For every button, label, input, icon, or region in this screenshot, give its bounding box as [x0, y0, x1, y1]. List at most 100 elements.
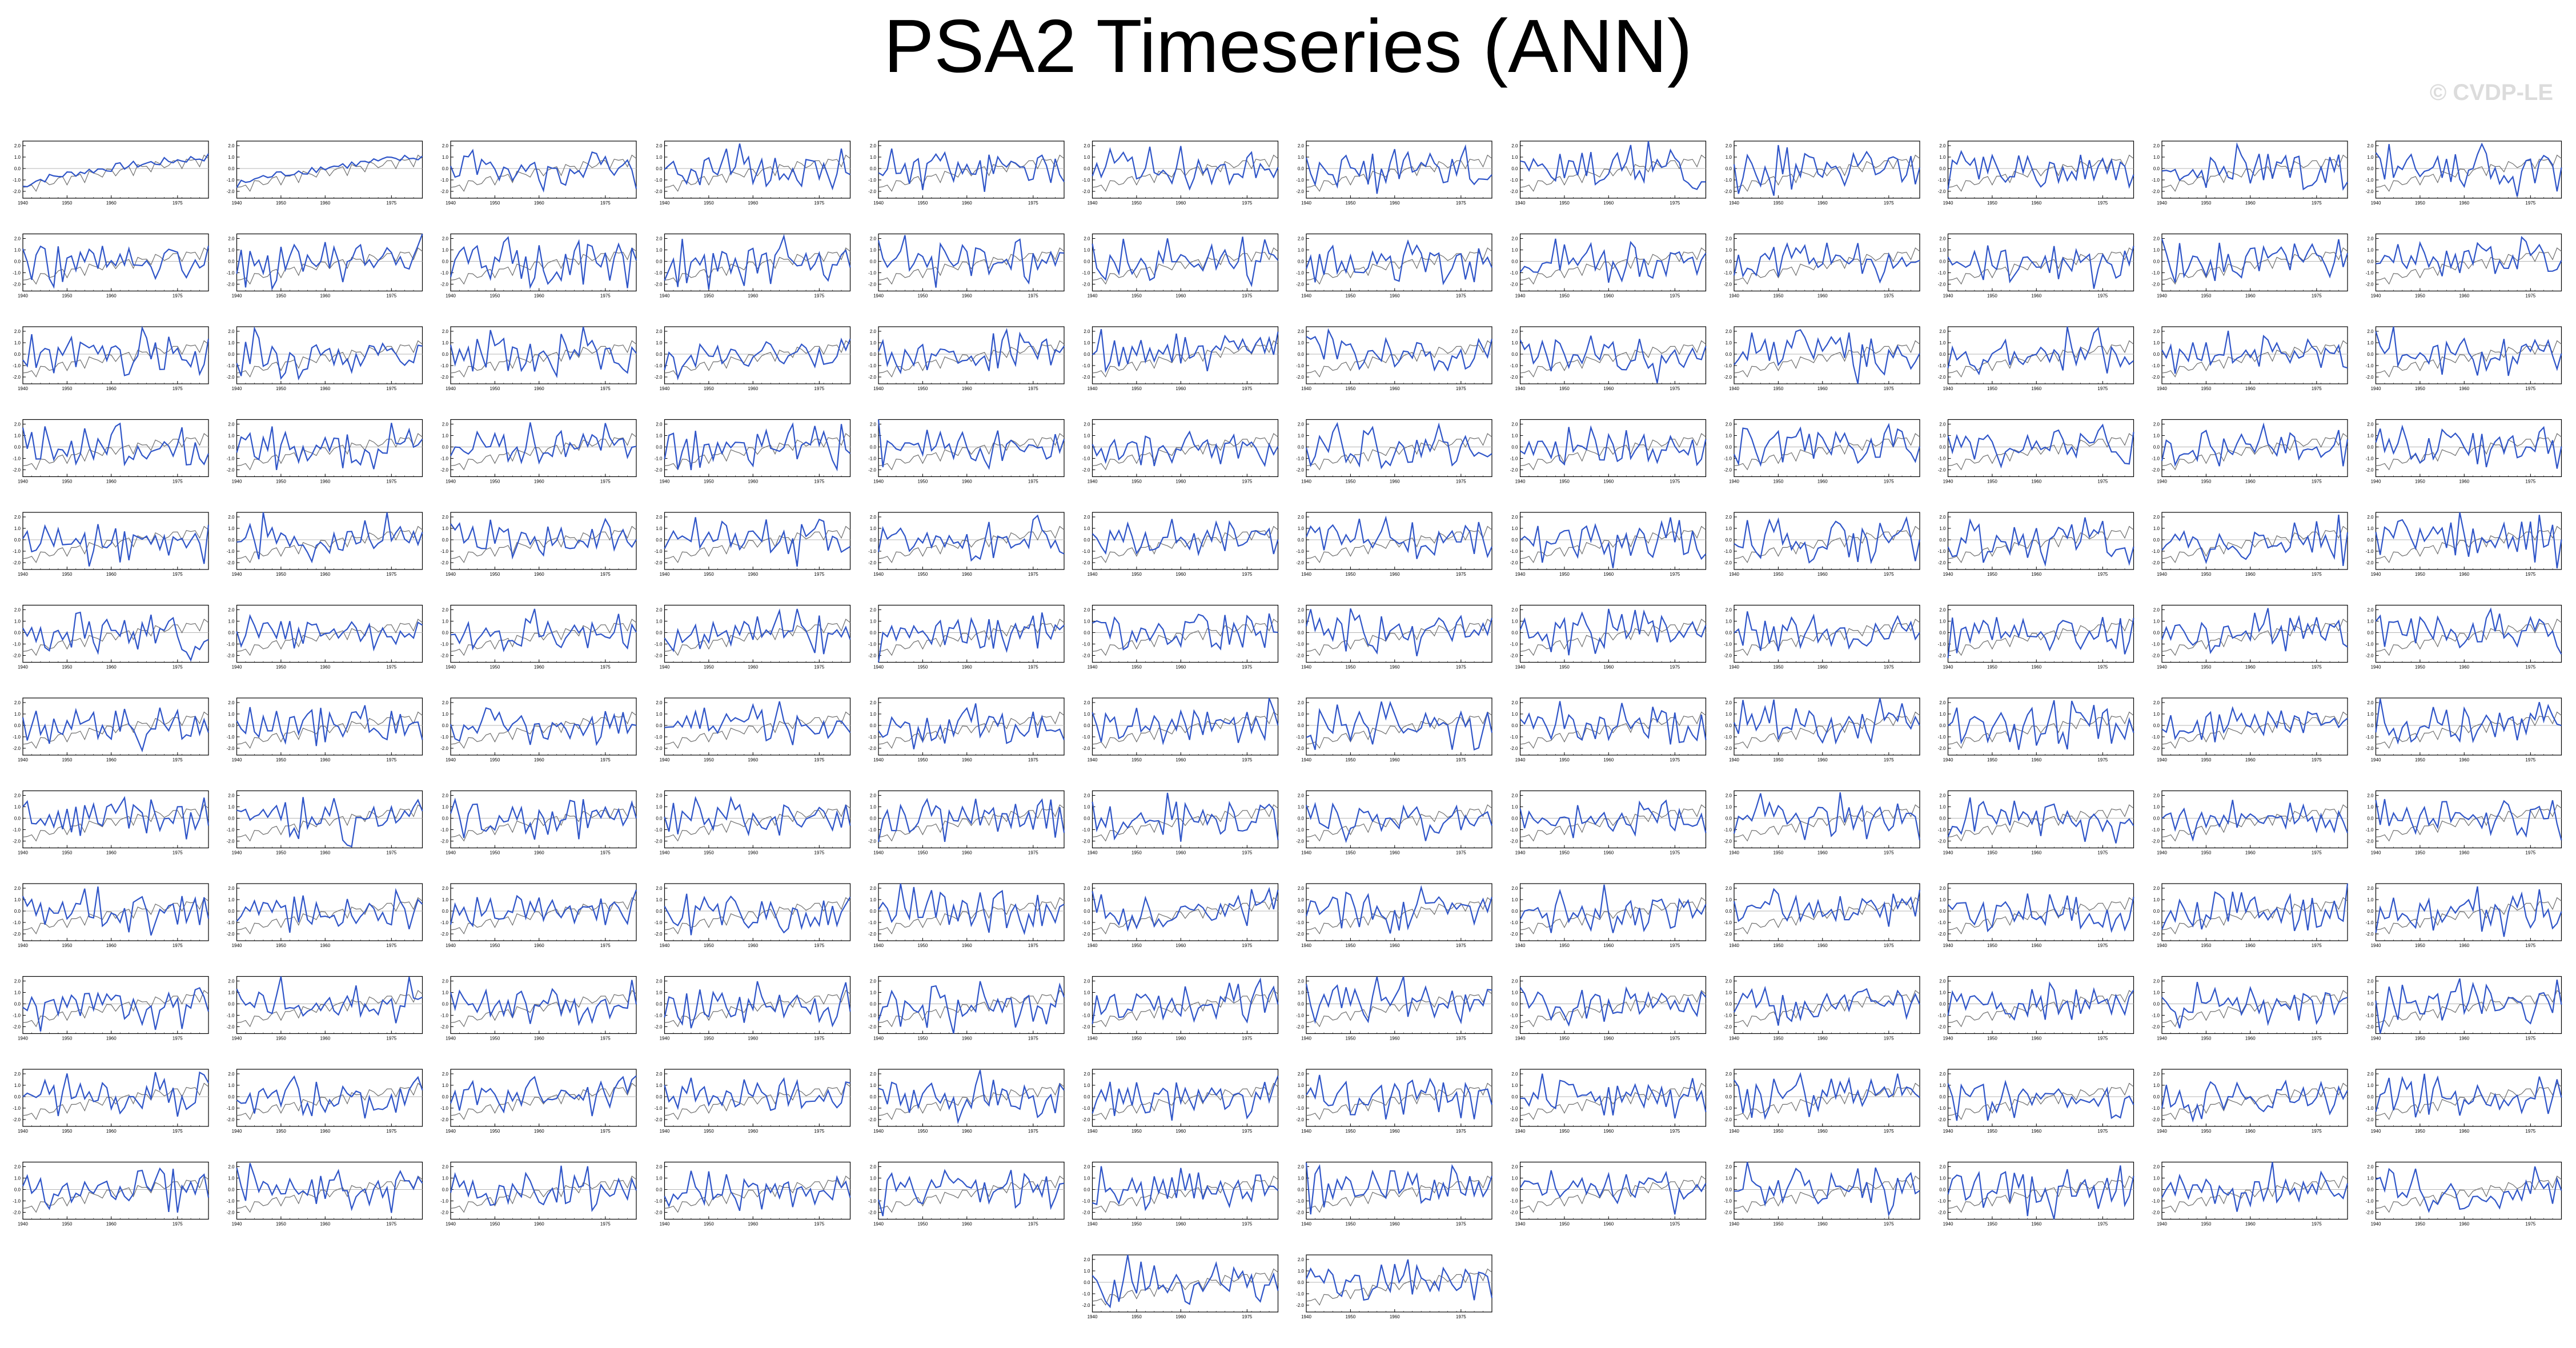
- x-tick-label: 1950: [1131, 850, 1142, 856]
- panel-frame: [22, 883, 209, 941]
- panel: 2.0 1.0 0.0 -1.0 -2.0 1940 1950 1960 1975: [13, 790, 210, 856]
- x-tick-label: 1950: [704, 479, 714, 484]
- x-tick-label: 1960: [748, 386, 758, 391]
- y-tick-label: -1.0: [868, 271, 876, 276]
- y-tick-label: -1.0: [1082, 178, 1090, 183]
- y-tick-label: -2.0: [227, 746, 235, 751]
- member-series-line: [1733, 242, 1920, 284]
- reference-series-line: [236, 340, 423, 378]
- y-tick-label: 2.0: [656, 143, 663, 149]
- y-tick-label: 1.0: [1298, 712, 1305, 717]
- y-tick-label: 2.0: [1511, 608, 1518, 613]
- panel-frame: [450, 604, 637, 663]
- panel: 2.0 1.0 0.0 -1.0 -2.0 1940 1950 1960 1975: [1082, 512, 1279, 577]
- x-tick-label: 1960: [106, 943, 117, 948]
- x-tick-label: 1960: [2031, 200, 2041, 206]
- reference-series-line: [664, 433, 850, 471]
- x-tick-label: 1975: [1456, 943, 1466, 948]
- reference-series-line: [1520, 804, 1706, 842]
- member-series-line: [22, 796, 210, 840]
- panel: 2.0 1.0 0.0 -1.0 -2.0 1940 1950 1960 1975: [1938, 233, 2134, 299]
- y-tick-label: 0.0: [2367, 816, 2374, 821]
- member-series-line: [2161, 238, 2349, 283]
- x-tick-label: 1975: [2312, 850, 2322, 856]
- member-series-line: [1092, 697, 1279, 745]
- y-tick-label: -2.0: [2152, 560, 2160, 565]
- x-tick-label: 1950: [1559, 572, 1570, 577]
- y-tick-label: 1.0: [442, 340, 449, 346]
- y-tick-label: 1.0: [870, 248, 877, 253]
- member-series-line: [1305, 239, 1493, 286]
- y-tick-label: -2.0: [1510, 653, 1518, 659]
- y-tick-label: -1.0: [655, 178, 663, 183]
- y-tick-label: 1.0: [870, 434, 877, 439]
- x-tick-label: 1940: [1729, 294, 1739, 299]
- y-tick-label: 1.0: [1511, 805, 1518, 810]
- x-tick-label: 1950: [1131, 757, 1142, 763]
- panel-frame: [1947, 141, 2134, 199]
- y-tick-label: -1.0: [1938, 735, 1946, 740]
- y-tick-label: -2.0: [1296, 746, 1304, 751]
- reference-series-line: [1734, 525, 1920, 563]
- y-tick-label: -2.0: [868, 839, 876, 844]
- y-tick-label: 0.0: [1939, 352, 1946, 357]
- x-tick-label: 1940: [18, 943, 28, 948]
- y-tick-label: 0.0: [870, 537, 877, 543]
- x-tick-label: 1940: [2157, 386, 2167, 391]
- member-series-line: [236, 705, 423, 747]
- y-tick-label: -2.0: [1938, 746, 1946, 751]
- x-tick-label: 1960: [1603, 943, 1614, 948]
- y-tick-label: -2.0: [13, 839, 21, 844]
- y-tick-label: 1.0: [1726, 712, 1732, 717]
- y-tick-label: -1.0: [440, 920, 448, 925]
- x-tick-label: 1960: [962, 943, 972, 948]
- y-tick-label: -1.0: [1510, 828, 1518, 833]
- reference-series-line: [664, 154, 850, 192]
- y-tick-label: -2.0: [440, 468, 448, 473]
- y-tick-label: 1.0: [228, 248, 235, 253]
- y-tick-label: -1.0: [2152, 920, 2160, 925]
- x-tick-label: 1960: [748, 200, 758, 206]
- member-series-line: [2376, 235, 2562, 276]
- x-tick-label: 1960: [106, 200, 117, 206]
- y-tick-label: 1.0: [870, 619, 877, 624]
- y-tick-label: -1.0: [1938, 828, 1946, 833]
- x-tick-label: 1950: [276, 479, 286, 484]
- member-series-line: [664, 143, 850, 191]
- panel: 2.0 1.0 0.0 -1.0 -2.0 1940 1950 1960 1975: [1510, 419, 1707, 484]
- y-tick-label: 2.0: [228, 329, 235, 334]
- reference-series-line: [2161, 154, 2348, 192]
- x-tick-label: 1950: [704, 572, 714, 577]
- y-tick-label: -1.0: [1724, 642, 1732, 647]
- y-tick-label: -2.0: [227, 932, 235, 937]
- y-tick-label: -2.0: [655, 375, 663, 380]
- member-series-line: [878, 883, 1065, 936]
- panel-frame: [878, 419, 1065, 478]
- x-tick-label: 1975: [386, 200, 396, 206]
- panel: 2.0 1.0 0.0 -1.0 -2.0 1940 1950 1960 1975: [440, 697, 637, 763]
- panel-frame: [1947, 883, 2134, 941]
- x-tick-label: 1975: [1670, 572, 1680, 577]
- y-tick-label: 2.0: [1939, 515, 1946, 520]
- y-tick-label: 0.0: [870, 909, 877, 914]
- x-tick-label: 1940: [1088, 850, 1098, 856]
- reference-series-line: [450, 619, 637, 656]
- x-tick-label: 1975: [386, 850, 396, 856]
- y-tick-label: 2.0: [228, 700, 235, 705]
- panel: 2.0 1.0 0.0 -1.0 -2.0 1940 1950 1960 1975: [868, 883, 1065, 948]
- x-tick-label: 1960: [534, 386, 544, 391]
- y-tick-label: 0.0: [1298, 723, 1305, 728]
- y-tick-label: -2.0: [1082, 375, 1090, 380]
- panel: 2.0 1.0 0.0 -1.0 -2.0 1940 1950 1960 1975: [655, 141, 851, 206]
- panel: 2.0 1.0 0.0 -1.0 -2.0 1940 1950 1960 1975: [1938, 419, 2134, 484]
- panel: 2.0 1.0 0.0 -1.0 -2.0 1940 1950 1960 1975: [1938, 512, 2134, 577]
- y-tick-label: -2.0: [13, 375, 21, 380]
- x-tick-label: 1975: [2097, 850, 2108, 856]
- x-tick-label: 1975: [172, 386, 183, 391]
- panel-frame: [1947, 419, 2134, 478]
- x-tick-label: 1940: [1515, 757, 1526, 763]
- y-tick-label: 2.0: [442, 236, 449, 242]
- x-tick-label: 1950: [1987, 757, 1997, 763]
- y-tick-label: 0.0: [2367, 537, 2374, 543]
- y-tick-label: 1.0: [1939, 712, 1946, 717]
